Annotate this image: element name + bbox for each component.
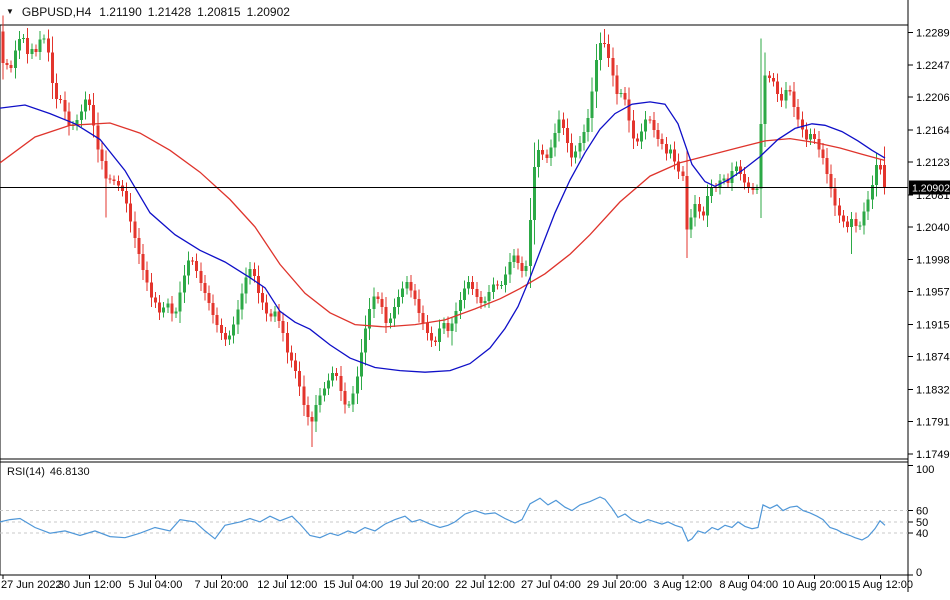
price-tick-label: 1.18740: [916, 352, 950, 364]
price-tick-label: 1.17490: [916, 449, 950, 461]
price-tick-label: 1.21230: [916, 157, 950, 169]
time-tick-label: 12 Jul 12:00: [257, 579, 317, 591]
time-tick-label: 19 Jul 20:00: [389, 579, 449, 591]
time-tick-label: 15 Aug 12:00: [848, 579, 913, 591]
ohlc-low: 1.20815: [197, 5, 241, 19]
ohlc-readout: 1.21190 1.21428 1.20815 1.20902: [99, 5, 290, 19]
price-tick-label: 1.19980: [916, 255, 950, 267]
time-tick-label: 27 Jul 04:00: [521, 579, 581, 591]
time-tick-label: 8 Aug 04:00: [719, 579, 778, 591]
candles-layer: [1, 15, 887, 448]
time-tick-label: 5 Jul 04:00: [129, 579, 183, 591]
rsi-tick-label: 0: [916, 567, 922, 579]
rsi-indicator-label: RSI(14) 46.8130: [7, 466, 90, 478]
rsi-tick-label: 50: [916, 517, 928, 529]
ohlc-high: 1.21428: [147, 5, 192, 19]
price-tick-label: 1.19150: [916, 320, 950, 332]
price-tick-label: 1.18320: [916, 384, 950, 396]
current-price-badge: 1.20902: [909, 180, 950, 195]
price-tick-label: 1.21640: [916, 125, 950, 137]
price-tick-label: 1.22890: [916, 27, 950, 39]
time-tick-label: 3 Aug 12:00: [653, 579, 712, 591]
rsi-value: 46.8130: [49, 466, 90, 478]
price-axis: 1.228901.224701.220601.216401.212301.208…: [908, 27, 950, 461]
panel-borders: [0, 0, 909, 592]
time-tick-label: 29 Jul 20:00: [587, 579, 647, 591]
rsi-name: RSI(14): [7, 466, 45, 478]
rsi-levels: [0, 510, 908, 534]
ohlc-close: 1.20902: [246, 5, 290, 19]
time-tick-label: 27 Jun 2022: [1, 579, 62, 591]
price-tick-label: 1.19570: [916, 287, 950, 299]
symbol-dropdown-icon[interactable]: ▼: [6, 7, 14, 16]
symbol-timeframe-label: GBPUSD,H4: [21, 5, 92, 19]
rsi-line: [0, 496, 886, 542]
ma-slow-line: [0, 122, 886, 328]
time-tick-label: 10 Aug 20:00: [782, 579, 847, 591]
symbol-header: ▼ GBPUSD,H4 1.21190 1.21428 1.20815 1.20…: [6, 5, 290, 19]
ma-fast-line: [0, 101, 886, 373]
time-tick-label: 15 Jul 04:00: [323, 579, 383, 591]
price-tick-label: 1.17910: [916, 416, 950, 428]
time-tick-label: 30 Jun 12:00: [58, 579, 122, 591]
rsi-tick-label: 100: [916, 464, 934, 476]
price-tick-label: 1.22060: [916, 92, 950, 104]
time-tick-label: 7 Jul 20:00: [194, 579, 248, 591]
price-tick-label: 1.22470: [916, 60, 950, 72]
rsi-tick-label: 40: [916, 528, 928, 540]
rsi-tick-label: 60: [916, 506, 928, 518]
price-tick-label: 1.20400: [916, 222, 950, 234]
ohlc-open: 1.21190: [99, 5, 142, 19]
svg-text:1.20902: 1.20902: [912, 183, 950, 195]
time-tick-label: 22 Jul 12:00: [455, 579, 515, 591]
